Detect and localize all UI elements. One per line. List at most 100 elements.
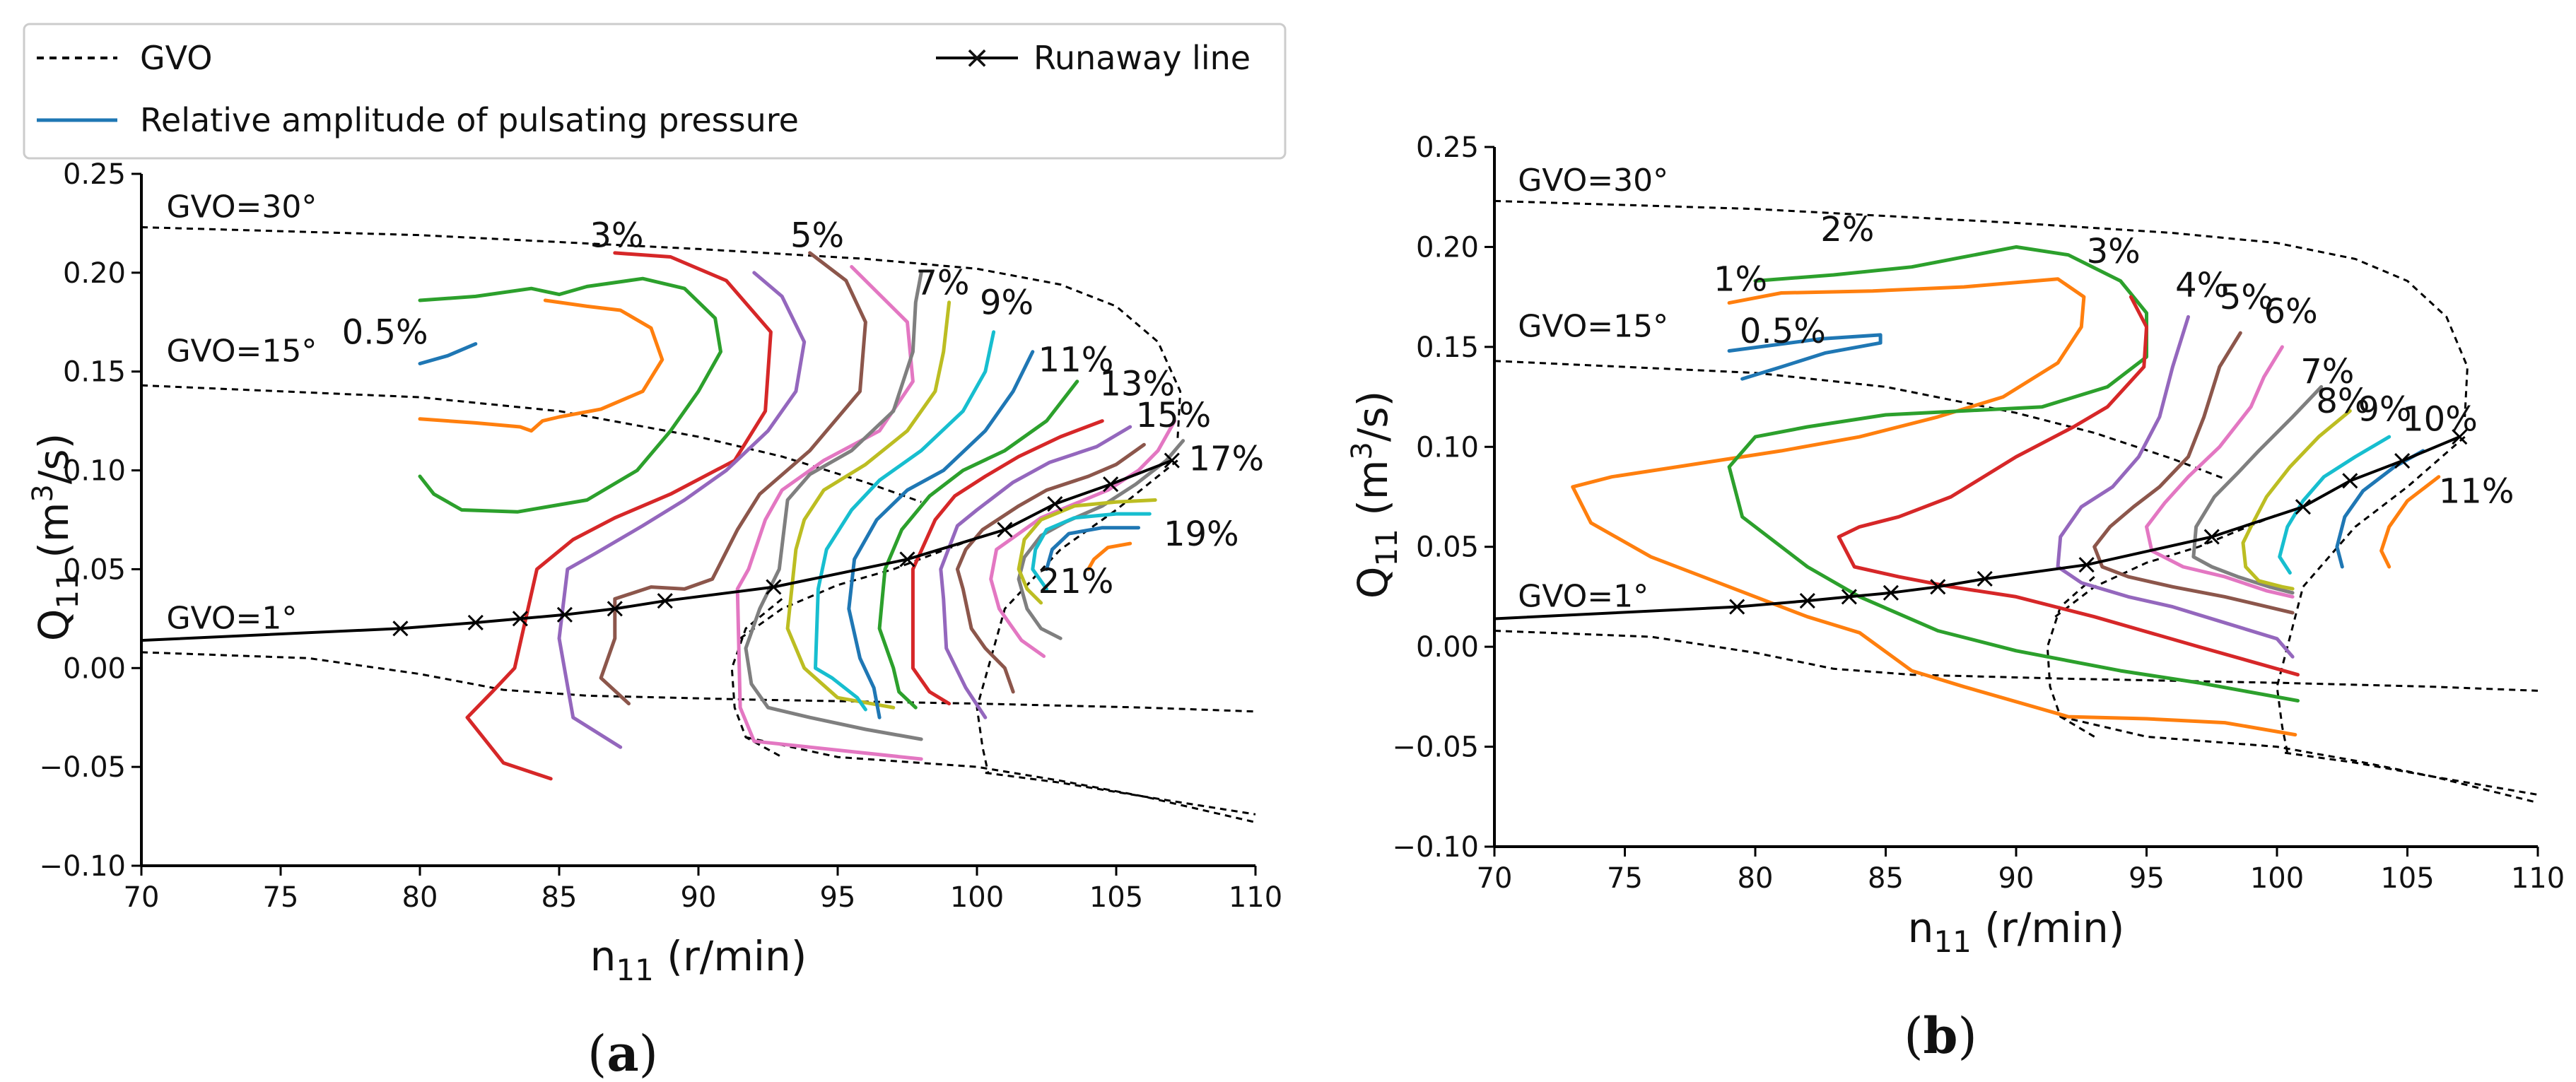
panel-a-runaway-marker bbox=[1164, 452, 1180, 469]
panel-b-runaway-marker bbox=[2394, 453, 2411, 469]
panel-a-contour-5pct bbox=[599, 251, 867, 706]
panel-b-gvo-line-gvo-lower-branch-2 bbox=[2284, 751, 2539, 796]
panel-a-contour-21pct bbox=[1031, 512, 1152, 591]
legend-gvo-label: GVO bbox=[140, 39, 213, 77]
panel-b-x-tick-label: 85 bbox=[1868, 862, 1904, 895]
panel-a-x-tick-label: 105 bbox=[1089, 881, 1143, 914]
panel-a-label-21pct: 21% bbox=[1038, 562, 1114, 601]
panel-b-gvo-line-gvo-right-loop bbox=[2276, 435, 2466, 753]
panel-b-label-5pct: 5% bbox=[2220, 278, 2273, 317]
panel-b-ticks: 70 75 80 85 90 95 100 105 110 −0.10 −0.05 0.00 0.05 0… bbox=[1392, 131, 2565, 895]
panel-b-y-tick-label: 0.10 bbox=[1416, 431, 1479, 464]
panel-a-contour-4pct bbox=[557, 271, 807, 749]
panel-a-x-tick-label: 90 bbox=[681, 881, 717, 914]
panel-b-contour-8pct bbox=[2241, 408, 2352, 591]
panel-b-x-axis-title: n11 (r/min) bbox=[1908, 904, 2125, 959]
panel-b-contour-1pct bbox=[1571, 277, 2297, 737]
panel-a-annotation-gvo-15deg: GVO=15° bbox=[166, 334, 317, 370]
panel-a-x-tick-label: 70 bbox=[124, 881, 160, 914]
panel-b-gvo-line-gvo-lower-branch bbox=[2060, 715, 2539, 804]
panel-b-x-tick-label: 105 bbox=[2380, 862, 2434, 895]
panel-a-label-7pct: 7% bbox=[915, 264, 969, 303]
panel-b-y-tick-label: 0.15 bbox=[1416, 331, 1479, 364]
panel-b-chart: 70 75 80 85 90 95 100 105 110 −0.10 −0.05 0.00 0.05 0… bbox=[1346, 131, 2565, 1065]
panel-b-runaway-marker bbox=[2342, 473, 2358, 489]
panel-b-contour-7pct bbox=[2191, 384, 2324, 595]
panel-b-label-11pct: 11% bbox=[2439, 471, 2514, 511]
panel-a-chart: 70 75 80 85 90 95 100 105 110 −0.10 −0.05 0.00 0.05 0… bbox=[27, 158, 1282, 1082]
panel-b-y-tick-label: −0.10 bbox=[1392, 831, 1479, 864]
panel-b-contour-4pct bbox=[2056, 314, 2295, 659]
panel-b-contour-3pct bbox=[1837, 295, 2300, 677]
panel-b-runaway-marker bbox=[2078, 557, 2095, 573]
panel-a-contours bbox=[418, 251, 1185, 781]
panel-a-contour-17pct bbox=[1017, 439, 1185, 640]
panel-a-contour-6pct bbox=[735, 265, 923, 761]
panel-a-runaway-line bbox=[141, 452, 1180, 642]
panel-a-gvo-line-gvo-1deg bbox=[141, 651, 1256, 713]
panel-a-contour-21pct-b bbox=[1045, 526, 1140, 571]
panel-b-runaway-marker bbox=[2203, 529, 2220, 545]
panel-a-runaway-marker bbox=[512, 611, 528, 627]
panel-b-contour-5pct bbox=[2092, 331, 2295, 615]
panel-b-contour-6pct bbox=[2145, 345, 2295, 599]
panel-b-contour-0-5pct bbox=[1727, 333, 1883, 381]
panel-b-runaway-marker bbox=[1930, 579, 1946, 595]
panel-b-label-6pct: 6% bbox=[2264, 292, 2318, 331]
panel-b-runaway-marker bbox=[2452, 429, 2468, 445]
panel-a-label-5pct: 5% bbox=[790, 216, 844, 255]
panel-b-x-tick-label: 95 bbox=[2129, 862, 2165, 895]
panel-b-y-tick-label: 0.00 bbox=[1416, 631, 1479, 664]
panel-a-y-tick-label: −0.05 bbox=[39, 751, 126, 784]
panel-b-runaway-marker bbox=[2295, 499, 2311, 515]
panel-a-y-tick-label: 0.00 bbox=[63, 652, 126, 685]
panel-a-runaway-marker bbox=[997, 522, 1013, 538]
panel-a-contour-11pct bbox=[939, 425, 1132, 719]
panel-b-contour-11pct bbox=[2379, 475, 2441, 569]
panel-a-label-0-5pct: 0.5% bbox=[342, 313, 428, 353]
panel-a-x-axis-title: n11 (r/min) bbox=[590, 932, 807, 987]
panel-a-runaway-marker bbox=[392, 621, 409, 637]
panel-b-contour-9pct bbox=[2278, 435, 2391, 575]
panel-a-contour-10pct bbox=[911, 419, 1104, 706]
panel-a-x-tick-label: 75 bbox=[263, 881, 299, 914]
panel-a-y-tick-label: 0.25 bbox=[63, 158, 126, 191]
panel-b-gvo-line-gvo-30deg bbox=[1494, 199, 2469, 417]
panel-b-runaway-marker bbox=[1799, 593, 1815, 609]
panel-a-x-tick-label: 95 bbox=[820, 881, 856, 914]
panel-b-label-9pct: 9% bbox=[2358, 390, 2411, 430]
panel-b-runaway-marker bbox=[1841, 589, 1857, 605]
panel-a-gvo-line-gvo-lower-branch bbox=[745, 736, 1256, 823]
panel-b-x-tick-label: 90 bbox=[1998, 862, 2035, 895]
panel-a-contour-15pct bbox=[989, 419, 1177, 658]
panel-b-contours bbox=[1571, 245, 2441, 737]
panel-a-y-tick-label: 0.20 bbox=[63, 257, 126, 290]
panel-b-caption: (b) bbox=[1904, 1006, 1977, 1065]
panel-a-runaway-marker bbox=[1047, 496, 1063, 512]
panel-a-y-tick-label: 0.10 bbox=[63, 455, 126, 488]
panel-a-runaway-marker bbox=[607, 601, 623, 617]
panel-b-runaway-marker bbox=[1977, 570, 1993, 587]
panel-b-label-4pct: 4% bbox=[2175, 266, 2229, 305]
panel-b-contour-2pct bbox=[1727, 245, 2300, 702]
panel-b-label-10pct: 10% bbox=[2402, 400, 2478, 440]
panel-b-gvo-line-gvo-15deg bbox=[1494, 360, 2225, 480]
panel-b-gvo-line-gvo-1deg-lower-loop bbox=[2046, 575, 2095, 738]
panel-b-y-tick-label: 0.20 bbox=[1416, 231, 1479, 264]
panel-a-gvo-line-gvo-15deg bbox=[141, 384, 922, 503]
panel-a-contour-13pct bbox=[955, 442, 1146, 694]
panel-b-gvo-annotations: GVO=30° GVO=15° GVO=1° bbox=[1518, 163, 1668, 614]
panel-a-y-tick-label: −0.10 bbox=[39, 850, 126, 883]
panel-a-caption: (a) bbox=[587, 1024, 658, 1082]
panel-b-contour-labels: 0.5% 1% 2% 3% 4%5%6% 7%8%9%10% 11% bbox=[1714, 210, 2514, 512]
panel-a-gvo-annotations: GVO=30° GVO=15° GVO=1° bbox=[166, 189, 317, 637]
panel-a-label-9pct: 9% bbox=[980, 283, 1034, 323]
panel-b-annotation-gvo-30deg: GVO=30° bbox=[1518, 163, 1668, 199]
panel-b-label-1pct: 1% bbox=[1714, 260, 1767, 300]
panel-b-label-7pct: 7% bbox=[2300, 352, 2354, 392]
panel-a-contour-7pct-b bbox=[814, 330, 996, 712]
panel-a-runaway-marker bbox=[556, 606, 573, 623]
panel-a-label-3pct: 3% bbox=[590, 216, 643, 255]
panel-b-runaway-marker bbox=[1883, 584, 1899, 601]
panel-a-gvo-line-gvo-lower-branch-2 bbox=[985, 772, 1256, 816]
